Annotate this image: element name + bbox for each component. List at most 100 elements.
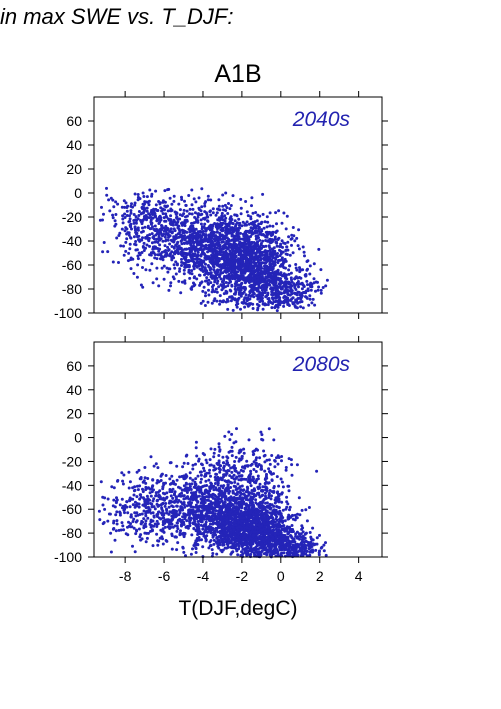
data-point	[262, 226, 266, 230]
data-point	[215, 251, 219, 255]
data-point	[180, 475, 184, 478]
data-point	[256, 297, 260, 301]
data-point	[183, 221, 187, 225]
data-point	[226, 247, 230, 251]
data-point	[135, 218, 139, 222]
data-point	[275, 496, 279, 500]
data-point	[269, 287, 273, 291]
data-point	[240, 502, 244, 505]
data-point	[226, 307, 230, 311]
data-point	[215, 257, 218, 261]
data-point	[213, 290, 217, 294]
data-point	[180, 198, 184, 201]
data-point	[108, 209, 112, 213]
data-point	[245, 210, 249, 214]
data-point	[150, 232, 154, 236]
data-point	[268, 248, 272, 252]
data-point	[285, 281, 289, 285]
data-point	[153, 245, 156, 249]
data-point	[169, 284, 172, 288]
data-point	[275, 244, 279, 248]
data-point	[213, 482, 217, 485]
data-point	[180, 242, 184, 246]
data-point	[156, 247, 160, 250]
data-point	[182, 461, 186, 465]
data-point	[172, 277, 176, 281]
data-point	[188, 212, 192, 216]
data-point	[170, 534, 174, 538]
data-point	[133, 192, 137, 196]
data-point	[142, 249, 146, 252]
data-point	[249, 546, 253, 550]
data-point	[254, 261, 258, 265]
data-point	[271, 518, 275, 522]
data-point	[195, 537, 199, 540]
data-point	[276, 261, 280, 265]
data-point	[277, 290, 281, 294]
data-point	[227, 260, 231, 264]
data-point	[286, 299, 290, 303]
data-point	[282, 524, 286, 528]
data-point	[276, 295, 280, 299]
data-point	[298, 513, 302, 517]
data-point	[282, 304, 286, 308]
data-point	[264, 288, 268, 292]
data-point	[281, 250, 285, 254]
data-point	[220, 211, 224, 215]
data-point	[125, 209, 129, 213]
data-point	[156, 229, 160, 233]
data-point	[174, 243, 178, 247]
data-point	[198, 248, 202, 252]
data-point	[223, 244, 227, 248]
data-point	[215, 211, 219, 215]
data-point	[245, 302, 249, 306]
data-point	[185, 209, 189, 213]
data-point	[142, 209, 146, 213]
data-point	[188, 271, 192, 275]
data-point	[226, 299, 230, 303]
data-point	[114, 200, 118, 204]
data-point	[253, 230, 257, 234]
data-point	[270, 306, 274, 310]
data-point	[185, 214, 189, 218]
data-point	[176, 527, 180, 531]
data-point	[141, 191, 145, 195]
data-point	[136, 226, 140, 230]
data-point	[187, 194, 191, 197]
data-point	[301, 306, 305, 310]
data-point	[224, 191, 228, 195]
data-point	[123, 216, 127, 219]
data-point	[224, 222, 228, 226]
data-point	[303, 532, 307, 536]
data-point	[168, 234, 172, 238]
data-point	[210, 262, 214, 265]
data-point	[233, 257, 237, 261]
data-point	[136, 263, 140, 267]
data-point	[128, 219, 132, 223]
data-point	[260, 252, 264, 256]
data-point	[136, 228, 140, 232]
data-point	[251, 211, 255, 215]
data-point	[224, 268, 228, 272]
data-point	[172, 236, 176, 240]
data-point	[242, 250, 246, 254]
data-point	[216, 483, 220, 487]
data-point	[296, 244, 300, 248]
data-point	[265, 225, 269, 229]
data-point	[200, 538, 203, 542]
data-point	[156, 232, 160, 236]
data-point	[169, 494, 173, 498]
data-point	[229, 486, 233, 489]
data-point	[219, 516, 223, 519]
data-point	[306, 283, 309, 287]
data-point	[148, 268, 152, 272]
data-point	[127, 251, 131, 255]
data-point	[170, 245, 174, 248]
data-point	[169, 227, 173, 231]
data-point	[147, 199, 151, 203]
data-point	[142, 258, 146, 262]
data-point	[192, 197, 196, 201]
data-point	[273, 263, 277, 267]
data-point	[308, 294, 312, 298]
data-point	[224, 216, 228, 220]
